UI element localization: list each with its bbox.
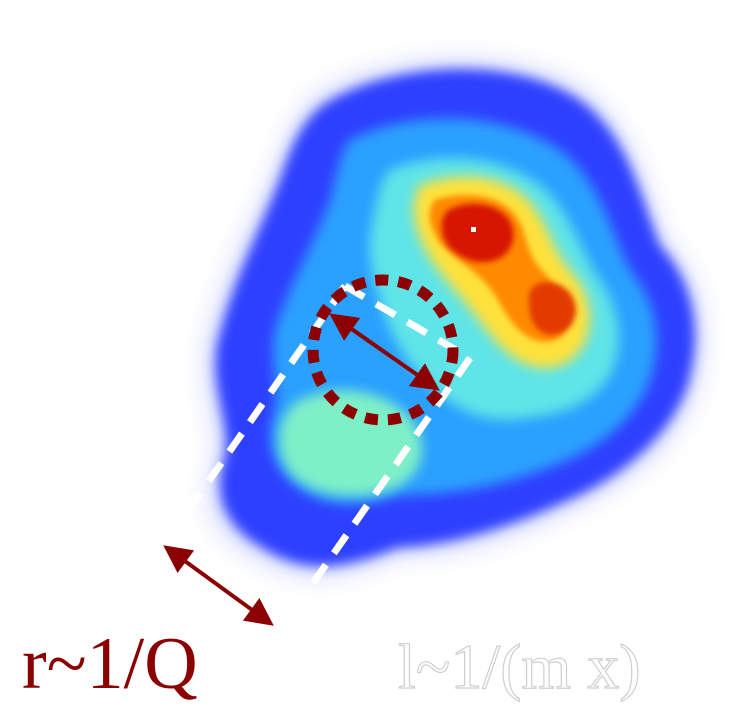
transverse-arrow	[163, 545, 274, 626]
tube-right-edge	[269, 355, 473, 645]
longitudinal-arrow	[329, 313, 440, 391]
core-marker	[471, 227, 476, 232]
label-longitudinal-size: l~1/(m x)	[398, 631, 641, 702]
heatmap-blob	[200, 55, 709, 581]
blob-hot-secondary	[528, 282, 577, 335]
blob-lower-left-lobe	[279, 390, 423, 496]
label-transverse-size: r~1/Q	[22, 623, 198, 705]
blob-hot-core	[441, 203, 514, 263]
dotted-circle	[307, 274, 459, 426]
